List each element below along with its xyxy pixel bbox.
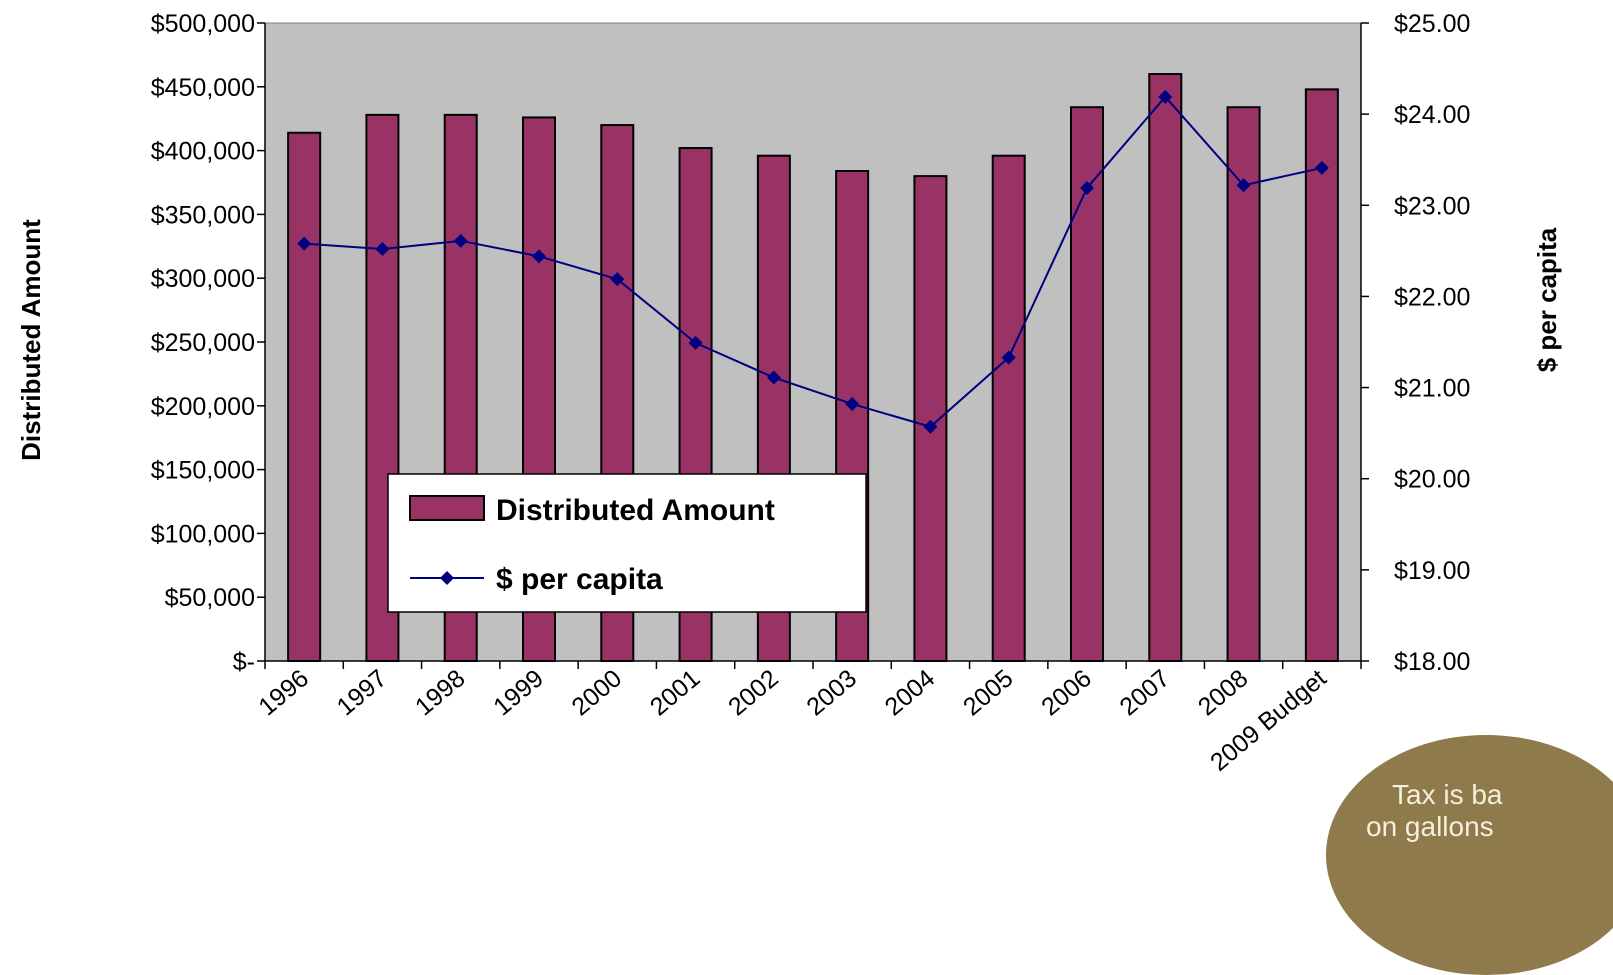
per-capita-line <box>304 95 1323 428</box>
left-tick-label: $100,000 <box>151 520 255 548</box>
bar-2006 <box>1070 106 1104 662</box>
left-tick-label: $300,000 <box>151 265 255 293</box>
left-tick-label: $400,000 <box>151 138 255 166</box>
per-capita-point-2002 <box>766 370 781 385</box>
legend-marker-per-capita <box>440 571 454 585</box>
per-capita-point-2005 <box>1001 350 1016 365</box>
right-tick-label: $23.00 <box>1394 192 1470 220</box>
right-tick-label: $19.00 <box>1394 557 1470 585</box>
bar-1996 <box>287 131 322 662</box>
bar-2009-budget <box>1304 88 1339 663</box>
x-tick-label: 1997 <box>332 664 393 721</box>
legend-label-distributed-amount: Distributed Amount <box>496 494 775 527</box>
axes <box>257 22 1369 669</box>
combo-chart: $- $50,000 $100,000 $150,000 $200,000 $250,00… <box>16 10 1562 777</box>
left-axis-tick-labels: $- $50,000 $100,000 $150,000 $200,000 $250,00… <box>151 10 255 676</box>
x-tick-label: 2006 <box>1036 664 1097 721</box>
per-capita-point-1996 <box>297 236 312 251</box>
x-tick-label: 2003 <box>801 664 862 721</box>
left-tick-label: $- <box>233 648 255 676</box>
x-tick-label: 1998 <box>410 664 471 721</box>
right-tick-label: $24.00 <box>1394 101 1470 129</box>
x-tick-label: 2000 <box>567 664 628 721</box>
callout-text-line-2: on gallons <box>1366 811 1494 842</box>
left-tick-label: $450,000 <box>151 74 255 102</box>
x-tick-label: 2007 <box>1115 664 1176 721</box>
x-tick-label: 2004 <box>880 664 941 721</box>
right-tick-label: $20.00 <box>1394 466 1470 494</box>
per-capita-point-2001 <box>688 335 703 350</box>
left-tick-label: $500,000 <box>151 10 255 38</box>
right-tick-label: $18.00 <box>1394 648 1470 676</box>
per-capita-point-2000 <box>610 272 625 287</box>
left-tick-label: $250,000 <box>151 329 255 357</box>
x-tick-label: 2008 <box>1193 664 1254 721</box>
per-capita-point-2009-budget <box>1314 160 1329 175</box>
per-capita-point-1999 <box>532 249 546 264</box>
legend-label-per-capita: $ per capita <box>496 563 663 596</box>
right-axis-title: $ per capita <box>1532 227 1562 372</box>
left-tick-label: $50,000 <box>165 584 255 612</box>
right-tick-label: $25.00 <box>1394 10 1470 38</box>
x-tick-label: 2001 <box>645 664 706 721</box>
legend: Distributed Amount $ per capita <box>387 473 867 613</box>
per-capita-point-1997 <box>375 242 390 257</box>
legend-swatch-distributed-amount <box>409 495 485 521</box>
x-tick-label: 1996 <box>253 664 314 721</box>
left-axis-title: Distributed Amount <box>16 219 46 461</box>
left-tick-label: $200,000 <box>151 393 255 421</box>
bar-2008 <box>1226 106 1261 662</box>
left-tick-label: $150,000 <box>151 457 255 485</box>
x-tick-label: 2002 <box>723 664 784 721</box>
line-series-per-capita <box>297 89 1329 434</box>
right-tick-label: $21.00 <box>1394 375 1470 403</box>
x-tick-label: 2005 <box>958 664 1019 721</box>
bar-2005 <box>991 154 1026 662</box>
bar-2007 <box>1148 73 1183 663</box>
x-axis-tick-labels: 1996 1997 1998 1999 2000 2001 2002 2003 2004 2005… <box>253 664 1331 777</box>
per-capita-point-2004 <box>923 419 938 434</box>
right-tick-label: $22.00 <box>1394 283 1470 311</box>
x-tick-label: 1999 <box>488 664 549 721</box>
right-axis-tick-labels: $18.00 $19.00 $20.00 $21.00 $22.00 $23.00 $24.… <box>1394 10 1470 676</box>
left-tick-label: $350,000 <box>151 201 255 229</box>
per-capita-point-1998 <box>453 233 468 248</box>
per-capita-point-2007 <box>1158 89 1173 104</box>
per-capita-point-2003 <box>845 396 860 411</box>
bar-2004 <box>913 175 948 662</box>
callout-text-line-1: Tax is ba <box>1392 779 1503 810</box>
per-capita-point-2008 <box>1236 178 1251 193</box>
per-capita-point-2006 <box>1080 180 1094 195</box>
